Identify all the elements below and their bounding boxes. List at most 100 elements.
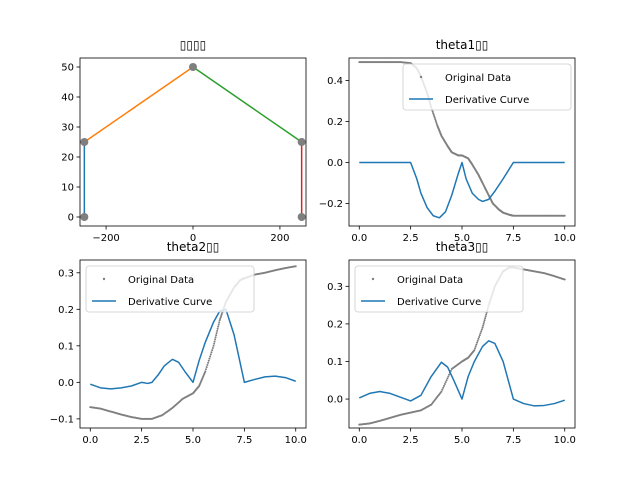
x-tick-label: 7.5: [505, 435, 521, 446]
data-point: [209, 355, 212, 358]
data-point: [478, 334, 481, 337]
data-point: [432, 113, 435, 116]
data-point: [433, 116, 436, 119]
legend: Original Data Derivative Curve: [402, 63, 572, 111]
data-point: [212, 344, 215, 347]
y-tick-label: 0.2: [327, 319, 343, 330]
x-tick-label: 10.0: [554, 435, 576, 446]
joint-point: [297, 213, 306, 221]
x-tick-label: 5.0: [454, 435, 470, 446]
y-tick-label: 0.0: [327, 395, 343, 406]
y-tick-label: 0.2: [58, 305, 74, 316]
data-point: [205, 368, 208, 371]
data-point: [204, 370, 207, 373]
data-point: [206, 364, 209, 366]
x-tick-label: 2.5: [403, 435, 419, 446]
data-point: [431, 110, 434, 113]
data-point: [205, 366, 208, 369]
data-point: [214, 338, 217, 341]
subplot-title: theta3▯▯: [436, 240, 489, 254]
data-point: [477, 337, 480, 340]
data-point: [475, 343, 478, 346]
legend-label: Original Data: [128, 275, 194, 286]
data-point: [209, 353, 212, 356]
data-point: [210, 351, 213, 354]
legend-label: Derivative Curve: [445, 95, 529, 106]
y-tick-label: −0.1: [50, 414, 74, 425]
x-tick-label: −200: [92, 233, 119, 244]
data-point: [220, 314, 223, 317]
x-tick-label: 7.5: [505, 233, 521, 244]
x-tick-label: 0.0: [351, 233, 367, 244]
data-point: [483, 319, 486, 322]
data-point: [220, 313, 223, 316]
data-point: [479, 332, 482, 335]
y-tick-label: 0.2: [327, 117, 343, 128]
data-point: [444, 381, 447, 384]
joint-point: [80, 213, 89, 221]
data-point: [215, 334, 218, 337]
data-point: [432, 112, 435, 115]
subplot-2: 0.0 2.5 5.0 7.5 10.0 −0.2 0.0 0.2 0.4 theta1▯▯ Ori…: [319, 38, 576, 244]
data-point: [217, 323, 220, 326]
data-point: [473, 349, 476, 352]
series-derivative-curve: [90, 308, 296, 390]
data-point: [474, 347, 477, 350]
series-derivative-curve: [358, 340, 565, 407]
legend-label: Derivative Curve: [128, 297, 212, 308]
x-tick-label: 0.0: [82, 435, 98, 446]
legend: Original Data Derivative Curve: [354, 265, 524, 313]
data-point: [218, 321, 221, 324]
subplot-1: −200 0 200 0 10 20 30 40 50 ▯▯▯▯: [61, 38, 307, 244]
y-tick-label: 50: [61, 63, 74, 74]
joint-point: [297, 138, 306, 146]
y-tick-label: −0.2: [319, 199, 343, 210]
data-point: [484, 315, 487, 318]
y-tick-label: 0.3: [58, 268, 74, 279]
data-point: [483, 321, 486, 324]
legend-label: Original Data: [445, 73, 511, 84]
legend-marker: [102, 277, 106, 281]
data-point: [476, 341, 479, 344]
data-point: [441, 388, 444, 391]
data-point: [440, 390, 443, 393]
x-tick-label: 5.0: [185, 435, 201, 446]
data-point: [443, 383, 446, 386]
x-tick-label: 5.0: [454, 233, 470, 244]
x-tick-label: 0: [190, 233, 196, 244]
x-tick-label: 0.0: [351, 435, 367, 446]
y-tick-label: 0.0: [327, 158, 343, 169]
legend-box: [402, 63, 572, 111]
legend-marker: [371, 277, 375, 281]
data-point: [215, 332, 218, 335]
legend-box: [354, 265, 524, 313]
data-point: [434, 120, 437, 122]
data-point: [445, 379, 448, 382]
series-derivative-curve: [359, 161, 565, 219]
data-point: [481, 326, 484, 329]
data-point: [211, 346, 214, 349]
y-tick-label: 0.1: [58, 341, 74, 352]
data-point: [217, 325, 220, 328]
data-point: [207, 361, 210, 364]
data-point: [218, 319, 221, 322]
data-point: [480, 328, 483, 331]
data-point: [484, 317, 487, 320]
x-tick-label: 2.5: [403, 233, 419, 244]
data-point: [563, 214, 566, 217]
x-tick-label: 10.0: [285, 435, 307, 446]
data-point: [211, 349, 214, 352]
legend: Original Data Derivative Curve: [85, 265, 255, 313]
y-tick-label: 10: [61, 183, 74, 194]
data-point: [474, 345, 477, 348]
data-point: [443, 384, 446, 387]
data-point: [434, 118, 437, 121]
y-tick-label: 0.0: [58, 378, 74, 389]
data-point: [442, 386, 445, 389]
data-point: [563, 278, 566, 281]
data-point: [207, 359, 210, 362]
x-tick-label: 10.0: [554, 233, 576, 244]
x-tick-label: 2.5: [134, 435, 150, 446]
legend-box: [85, 265, 255, 313]
